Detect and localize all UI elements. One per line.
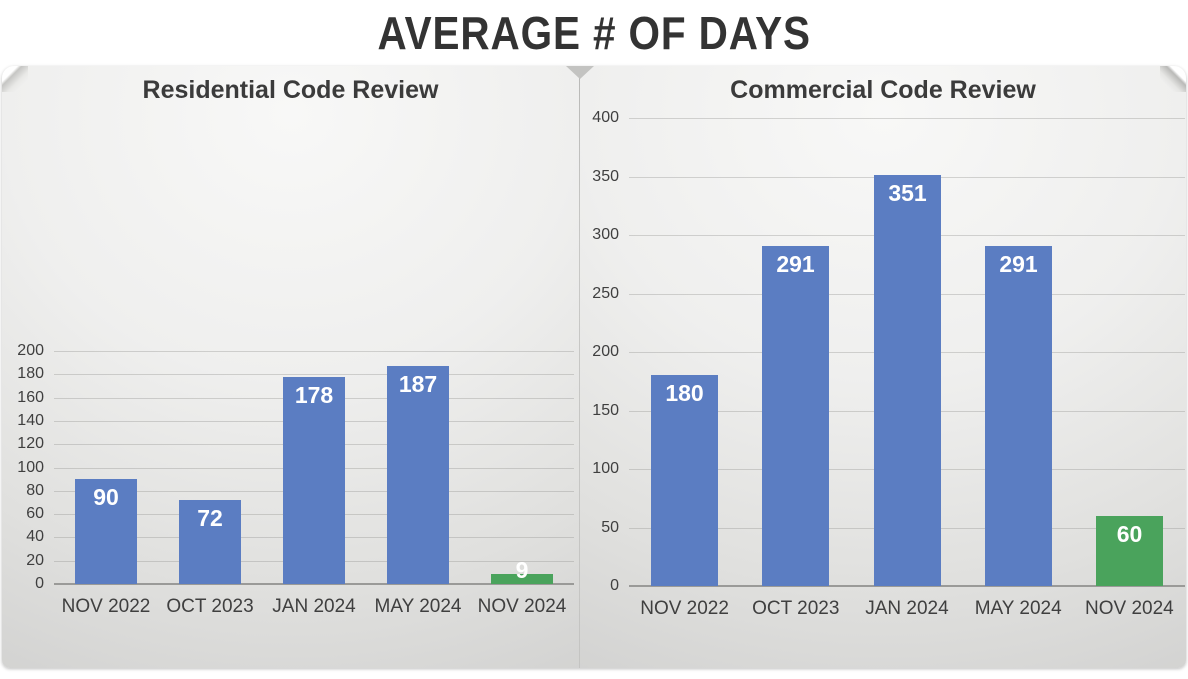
bar-nov-2022: 90 (75, 479, 137, 584)
residential-chart-title: Residential Code Review (142, 76, 439, 104)
residential-plot-area: 0 20 40 60 80 100 120 140 160 180 200 90 NOV 2022 72 O… (17, 342, 574, 617)
y-axis-label: 20 (26, 551, 44, 569)
gridline (54, 374, 574, 376)
bar-value-label: 351 (888, 180, 927, 207)
y-axis-label: 120 (17, 435, 44, 453)
bar-value-label: 187 (398, 371, 438, 398)
page-curl-top-right-icon (1160, 66, 1186, 92)
y-axis-label: 160 (17, 388, 44, 406)
bar-nov-2024: 9 (491, 557, 553, 584)
y-axis-label: 0 (610, 577, 619, 594)
gridline (629, 118, 1185, 119)
x-axis-label: NOV 2022 (61, 596, 151, 617)
bar-value-label: 60 (1116, 520, 1143, 547)
x-axis-label: NOV 2024 (477, 596, 567, 617)
commercial-chart-title: Commercial Code Review (730, 76, 1036, 104)
bar-may-2024: 291 (985, 245, 1052, 586)
bar-value-label: 180 (665, 380, 704, 407)
bar-jan-2024: 351 (874, 175, 941, 586)
y-axis-label: 250 (592, 284, 619, 302)
y-axis-label: 50 (601, 518, 619, 536)
x-axis-label: OCT 2023 (166, 596, 254, 617)
y-axis-label: 100 (17, 458, 44, 476)
fold-notch-icon (566, 66, 594, 79)
bar-jan-2024: 178 (283, 376, 345, 584)
bar-nov-2022: 180 (651, 375, 718, 586)
bar-may-2024: 187 (387, 366, 449, 584)
bar-value-label: 291 (999, 250, 1038, 277)
charts-container: Residential Code Review 0 20 40 60 80 100 120 1… (2, 66, 1186, 668)
bar-value-label: 90 (93, 484, 119, 511)
bar-value-label: 9 (515, 557, 529, 584)
y-axis-label: 200 (17, 342, 44, 359)
y-axis-label: 350 (592, 167, 619, 185)
x-axis-line (54, 583, 574, 585)
bar-value-label: 291 (776, 250, 815, 277)
page-title: AVERAGE # OF DAYS (377, 7, 811, 59)
page-curl-top-left-icon (2, 66, 28, 92)
y-axis-label: 80 (26, 481, 44, 499)
x-axis-label: OCT 2023 (752, 598, 840, 619)
y-axis-label: 60 (26, 505, 44, 523)
commercial-plot-area: 0 50 100 150 200 250 300 350 400 180 NOV 2022 291 OC… (592, 109, 1185, 619)
y-axis-label: 0 (35, 575, 44, 592)
x-axis-label: MAY 2024 (374, 596, 462, 617)
x-axis-label: NOV 2022 (640, 598, 729, 619)
bar-oct-2023: 72 (179, 500, 241, 584)
y-axis-label: 180 (17, 365, 44, 383)
y-axis-label: 100 (592, 460, 619, 477)
x-axis-label: JAN 2024 (865, 598, 949, 619)
y-axis-label: 300 (592, 226, 619, 243)
slide-header: AVERAGE # OF DAYS (0, 0, 1188, 66)
y-axis-label: 400 (592, 109, 619, 126)
bar-value-label: 178 (294, 381, 334, 408)
commercial-chart-panel: Commercial Code Review 0 50 100 150 200 250 30… (580, 66, 1186, 668)
y-axis-label: 200 (592, 343, 619, 360)
x-axis-label: NOV 2024 (1085, 598, 1174, 619)
y-axis-label: 150 (592, 401, 619, 419)
residential-chart-panel: Residential Code Review 0 20 40 60 80 100 120 1… (2, 66, 579, 668)
y-axis-label: 40 (26, 528, 44, 546)
panel-divider (579, 66, 580, 668)
bar-value-label: 72 (197, 505, 223, 532)
x-axis-label: JAN 2024 (272, 596, 356, 617)
bar-oct-2023: 291 (762, 245, 829, 586)
bar-nov-2024: 60 (1096, 515, 1163, 586)
x-axis-label: MAY 2024 (974, 598, 1062, 619)
y-axis-label: 140 (17, 411, 44, 429)
gridline (54, 351, 574, 352)
x-axis-line (629, 585, 1185, 587)
